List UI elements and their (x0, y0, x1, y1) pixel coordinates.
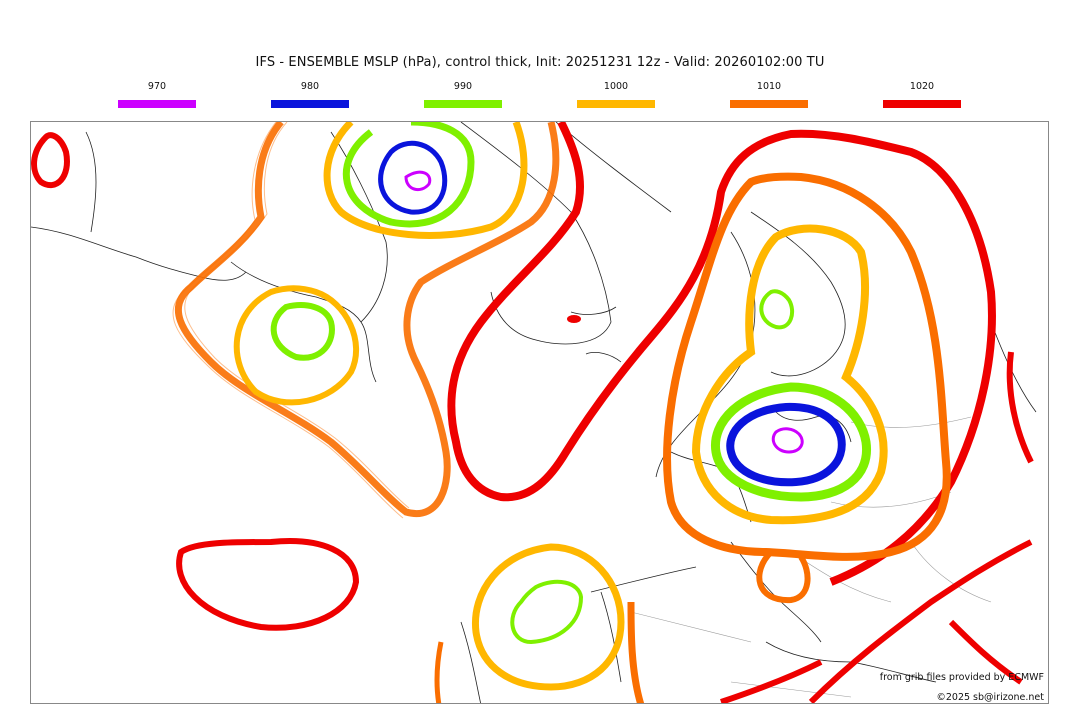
isobars-1010-nw (172, 122, 560, 519)
coastlines (31, 122, 1037, 703)
legend-item-1020: 1020 (883, 81, 961, 108)
legend-swatch-970 (118, 100, 196, 108)
copyright-credit: ©2025 sb@irizone.net (936, 692, 1044, 703)
legend-swatch-980 (271, 100, 349, 108)
legend-label-1010: 1010 (756, 81, 782, 92)
iceland-marker (567, 315, 581, 323)
isobars-980-europe (726, 402, 846, 487)
legend-item-1000: 1000 (577, 81, 655, 108)
legend-label-1000: 1000 (603, 81, 629, 92)
map-svg (31, 122, 1037, 703)
isobars-990-europe (510, 289, 872, 645)
isobars-980-nw (378, 140, 448, 215)
legend-item-1010: 1010 (730, 81, 808, 108)
legend-item-980: 980 (271, 81, 349, 108)
isobars-1020-channel (31, 122, 1034, 703)
map-panel (30, 121, 1049, 704)
legend-label-990: 990 (453, 81, 473, 92)
legend-swatch-1010 (730, 100, 808, 108)
isobars-970-europe (771, 427, 804, 454)
isobars-970-nw (404, 170, 432, 192)
legend-label-980: 980 (300, 81, 320, 92)
legend-label-1020: 1020 (909, 81, 935, 92)
legend-swatch-1000 (577, 100, 655, 108)
legend-label-970: 970 (147, 81, 167, 92)
legend-swatch-990 (424, 100, 502, 108)
isobars-1010-europe (434, 172, 951, 703)
legend-swatch-1020 (883, 100, 961, 108)
chart-title: IFS - ENSEMBLE MSLP (hPa), control thick… (255, 55, 825, 70)
legend-item-990: 990 (424, 81, 502, 108)
isobars-1000-europe (471, 224, 888, 691)
isobars-1000-nw (233, 122, 528, 406)
isobars-990-nw (270, 122, 475, 361)
source-credit: from grib files provided by ECMWF (879, 672, 1044, 683)
legend-item-970: 970 (118, 81, 196, 108)
